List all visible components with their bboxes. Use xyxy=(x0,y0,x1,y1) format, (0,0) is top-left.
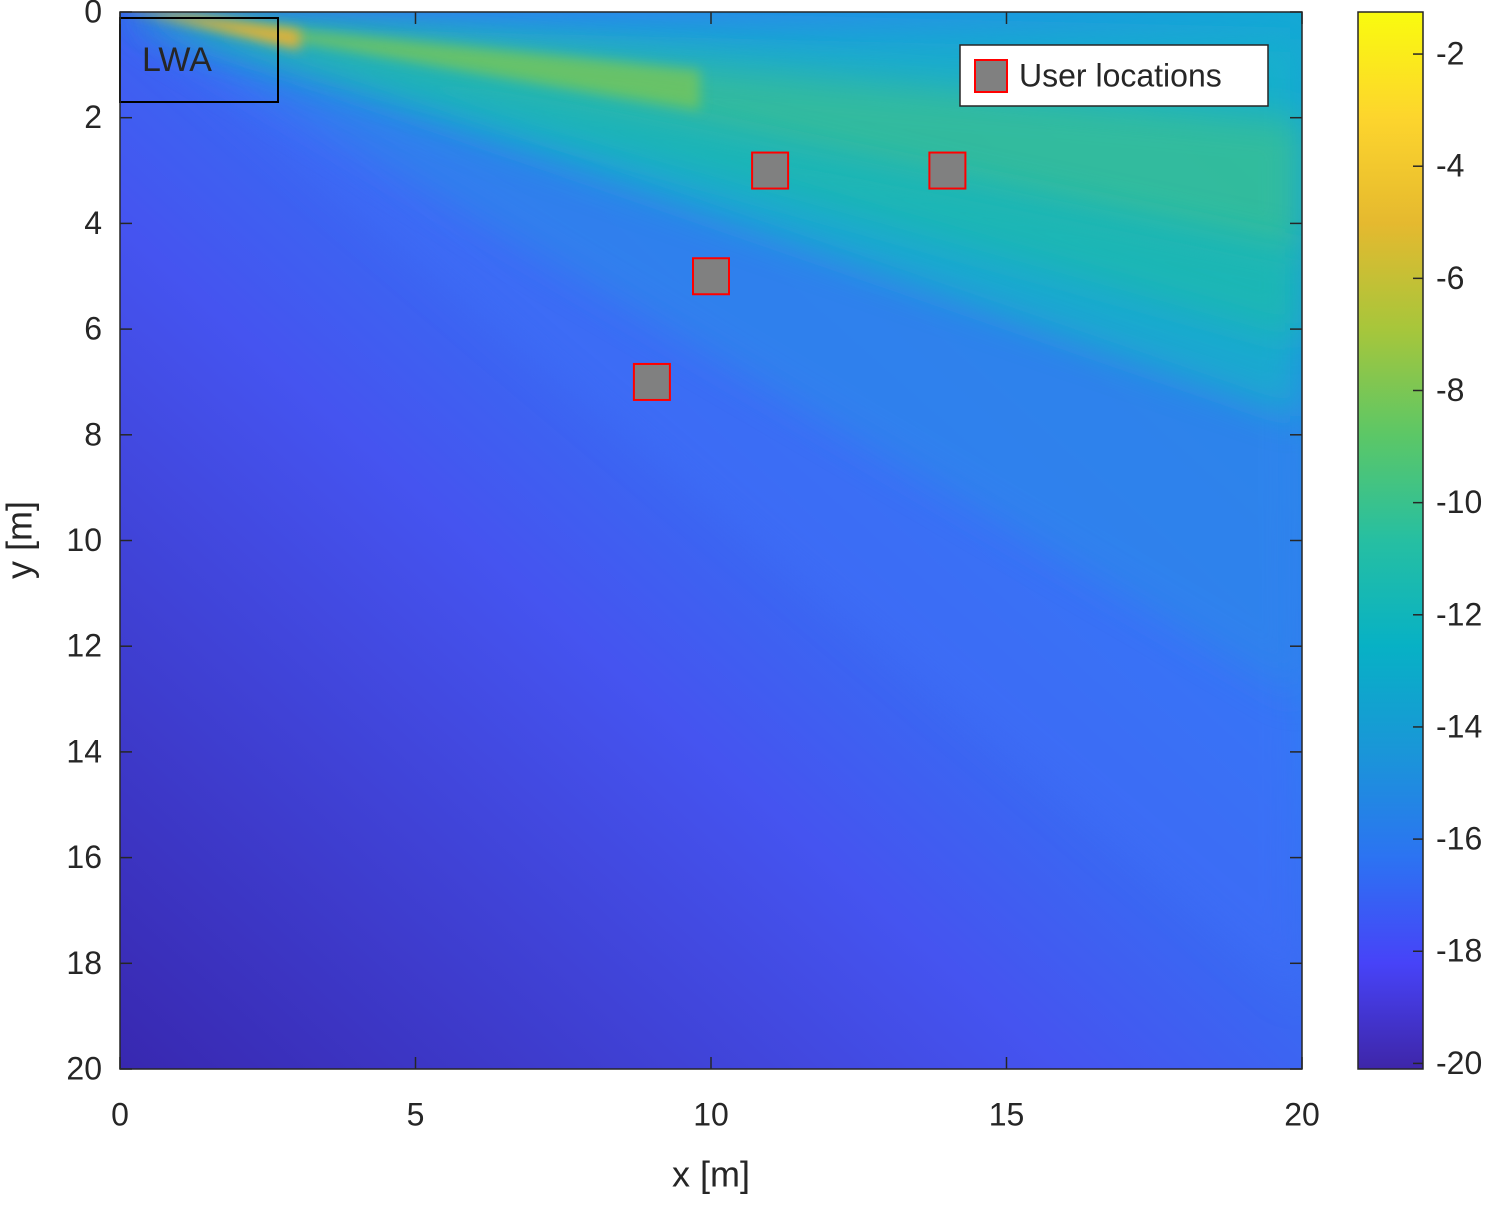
heatmap-beam xyxy=(120,12,1302,1000)
annotation: LWA xyxy=(142,41,212,79)
x-tick-label: 15 xyxy=(989,1096,1025,1132)
colorbar-tick-label: -10 xyxy=(1436,484,1482,520)
heatmap-beam xyxy=(120,12,1302,340)
y-tick-label: 0 xyxy=(84,0,102,29)
marker xyxy=(928,151,967,190)
y-axis-label: y [m] xyxy=(0,501,40,579)
colorbar-tick-label: -20 xyxy=(1436,1045,1482,1081)
heatmap-beam xyxy=(120,12,1302,700)
colorbar-tick-label: -16 xyxy=(1436,821,1482,857)
heatmap xyxy=(120,12,1302,1069)
y-tick-label: 8 xyxy=(84,416,102,452)
y-tick-label: 10 xyxy=(66,522,102,558)
x-tick-label: 20 xyxy=(1284,1096,1320,1132)
x-axis-label: x [m] xyxy=(672,1154,750,1195)
marker xyxy=(632,362,671,401)
heatmap-beam xyxy=(144,12,300,50)
legend-marker xyxy=(974,59,1008,93)
y-tick-label: 12 xyxy=(66,628,102,664)
y-tick-label: 4 xyxy=(84,205,102,241)
colorbar-tick-label: -12 xyxy=(1436,596,1482,632)
x-tick-label: 5 xyxy=(407,1096,425,1132)
y-tick-label: 14 xyxy=(66,733,102,769)
colorbar-tick-label: -4 xyxy=(1436,148,1464,184)
colorbar-tick-label: -6 xyxy=(1436,260,1464,296)
x-tick-label: 0 xyxy=(111,1096,129,1132)
legend xyxy=(959,44,1269,107)
y-tick-label: 2 xyxy=(84,99,102,135)
y-tick-label: 6 xyxy=(84,311,102,347)
colorbar-tick-label: -2 xyxy=(1436,36,1464,72)
marker xyxy=(692,257,730,296)
colorbar-tick-label: -8 xyxy=(1436,372,1464,408)
colorbar xyxy=(1357,11,1424,1070)
y-tick-label: 18 xyxy=(66,945,102,981)
y-tick-label: 16 xyxy=(66,839,102,875)
marker xyxy=(751,151,790,190)
legend-label: User locations xyxy=(1019,57,1222,93)
colorbar-tick-label: -18 xyxy=(1436,933,1482,969)
x-tick-label: 10 xyxy=(693,1096,729,1132)
colorbar-tick-label: -14 xyxy=(1436,708,1482,744)
y-tick-label: 20 xyxy=(66,1050,102,1086)
